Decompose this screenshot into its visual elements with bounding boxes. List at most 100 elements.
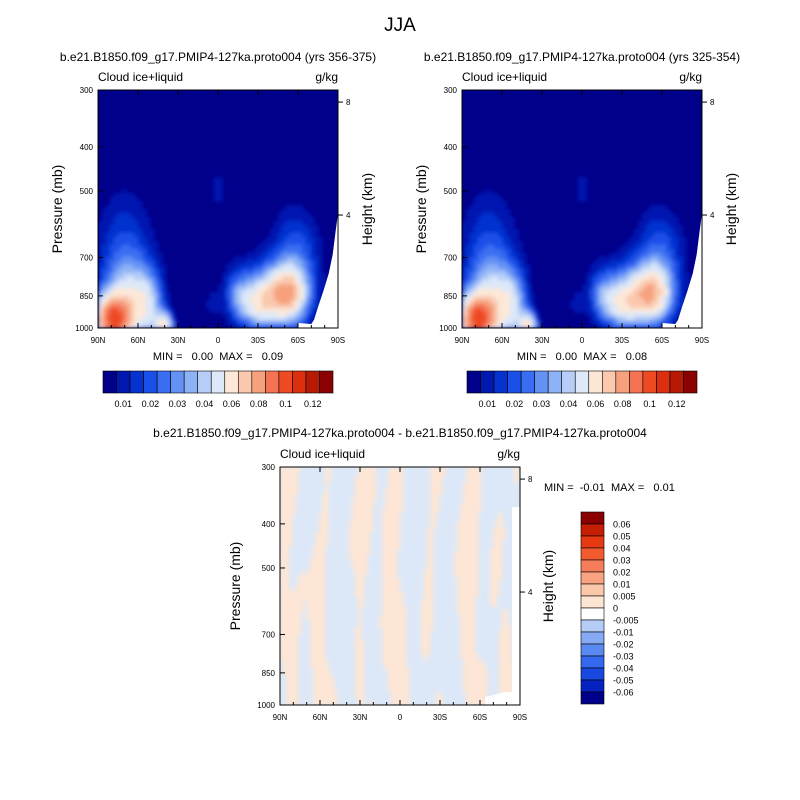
diff-cell (358, 541, 362, 546)
diff-cell (358, 647, 362, 652)
contour-cell (278, 220, 283, 226)
diff-cell (508, 633, 512, 638)
contour-cell (666, 308, 671, 313)
diff-cell (478, 688, 482, 692)
diff-cell (397, 654, 401, 658)
contour-cell (486, 284, 491, 289)
diff-cell (367, 470, 371, 475)
diff-cell (466, 507, 470, 512)
contour-cell (470, 236, 475, 242)
contour-cell (470, 252, 475, 258)
diff-cell (355, 518, 359, 522)
contour-cell (642, 212, 647, 218)
diff-cell (316, 620, 320, 624)
diff-cell (319, 701, 323, 705)
contour-cell (282, 252, 287, 258)
diff-cell (463, 558, 467, 563)
diff-cell (334, 698, 338, 703)
contour-cell (486, 244, 491, 250)
contour-cell (154, 320, 159, 325)
diff-cell (322, 562, 326, 567)
diff-cell (457, 548, 461, 553)
diff-cell (310, 660, 314, 665)
contour-cell (262, 264, 267, 270)
diff-cell (397, 606, 401, 611)
diff-cell (466, 531, 470, 536)
contour-cell (138, 324, 143, 328)
contour-cell (106, 232, 111, 238)
diff-cell (397, 681, 401, 686)
contour-cell (518, 244, 523, 250)
contour-cell (102, 252, 107, 258)
diff-cell (475, 545, 479, 550)
diff-cell (373, 487, 377, 492)
colorbar-box (170, 370, 185, 394)
diff-cell (436, 470, 440, 475)
diff-cell (322, 524, 326, 529)
contour-cell (270, 288, 275, 293)
diff-cell (355, 487, 359, 492)
contour-cell (510, 276, 515, 281)
diff-cell (358, 671, 362, 675)
contour-cell (594, 320, 599, 325)
diff-cell (301, 575, 305, 580)
diff-cell (316, 650, 320, 655)
diff-cell (355, 555, 359, 560)
contour-cell (638, 292, 643, 297)
contour-cell (466, 280, 471, 285)
diff-cell (394, 609, 398, 614)
diff-cell (397, 623, 401, 628)
contour-cell (666, 248, 671, 254)
contour-cell (130, 232, 135, 238)
contour-cell (482, 280, 487, 285)
diff-cell (385, 494, 389, 499)
diff-cell (319, 548, 323, 553)
diff-cell (283, 647, 287, 652)
diff-cell (388, 504, 392, 509)
diff-cell (322, 596, 326, 601)
diff-cell (394, 501, 398, 505)
contour-cell (258, 304, 263, 309)
contour-cell (662, 220, 667, 226)
contour-cell (294, 268, 299, 274)
contour-cell (650, 308, 655, 313)
contour-cell (102, 224, 107, 230)
contour-cell (102, 216, 107, 222)
diff-cell (292, 497, 296, 502)
contour-cell (106, 292, 111, 297)
diff-cell (466, 603, 470, 607)
contour-cell (654, 316, 659, 321)
diff-cell (289, 616, 293, 621)
diff-cell (391, 688, 395, 692)
contour-cell (142, 268, 147, 274)
diff-cell (466, 664, 470, 669)
diff-cell (283, 640, 287, 645)
contour-cell (534, 312, 539, 317)
contour-cell (522, 284, 527, 289)
diff-cell (301, 603, 305, 607)
diff-cell (370, 521, 374, 526)
diff-cell (286, 501, 290, 505)
contour-cell (674, 276, 679, 281)
contour-cell (250, 320, 255, 325)
contour-cell (470, 240, 475, 246)
contour-cell (650, 312, 655, 317)
diff-cell (286, 497, 290, 502)
contour-cell (314, 256, 319, 262)
diff-cell (370, 484, 374, 488)
contour-cell (318, 264, 323, 270)
diff-cell (352, 552, 356, 556)
diff-cell (397, 592, 401, 597)
diff-cell (367, 528, 371, 533)
diff-cell (289, 626, 293, 631)
contour-cell (658, 252, 663, 258)
contour-cell (242, 312, 247, 317)
contour-cell (242, 256, 247, 262)
diff-cell (427, 531, 431, 536)
contour-cell (482, 205, 487, 210)
contour-cell (310, 312, 315, 317)
contour-cell (318, 244, 323, 250)
contour-cell (310, 268, 315, 274)
diff-cell (355, 514, 359, 519)
diff-cell (289, 589, 293, 594)
